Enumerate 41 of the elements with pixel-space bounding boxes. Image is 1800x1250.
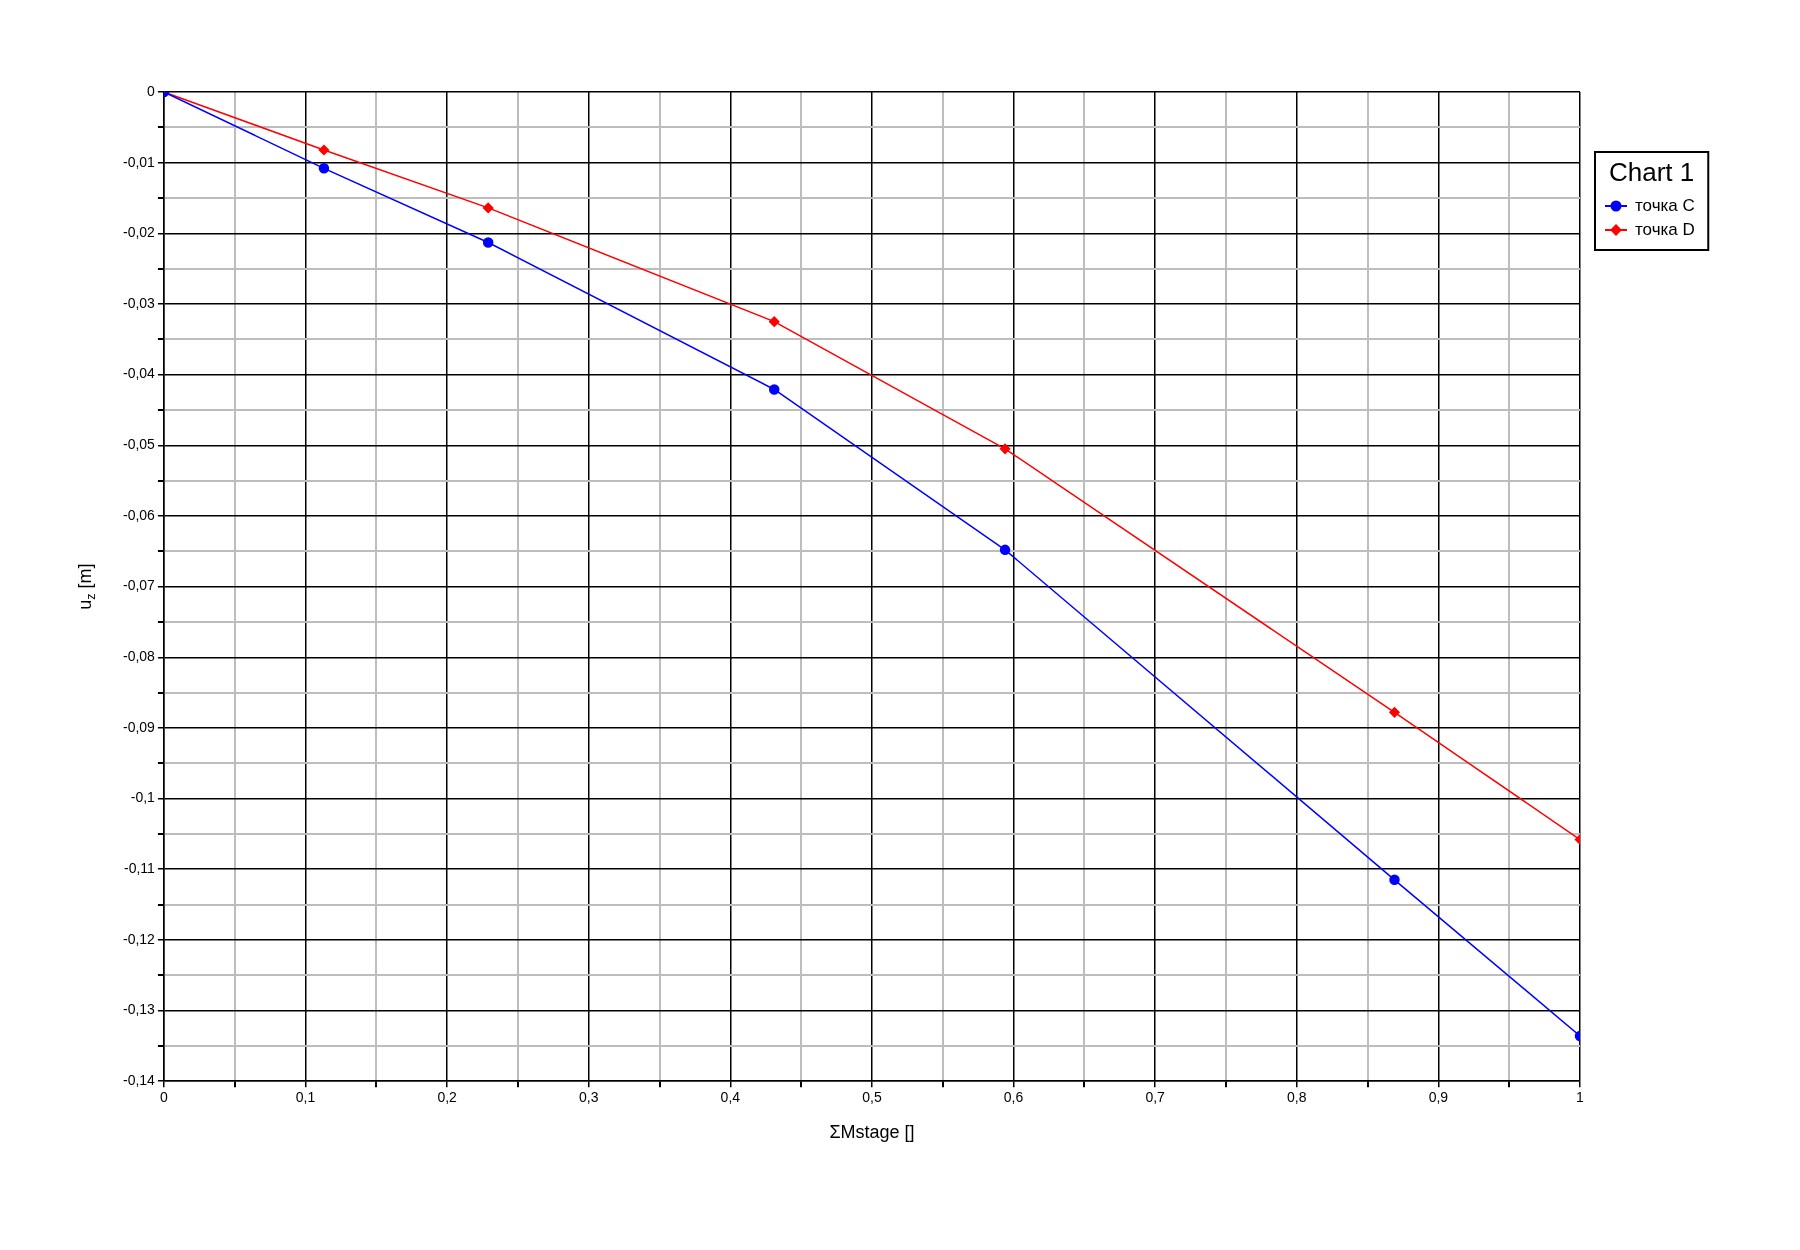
y-tick-label: -0,03 [122,294,156,311]
y-tick-label: -0,08 [122,648,156,665]
point [769,316,780,327]
legend-label: точка D [1635,219,1695,239]
x-tick-label: 0 [160,1089,169,1106]
x-tick-label: 0,8 [1287,1089,1307,1106]
y-tick-label: -0,12 [122,930,156,947]
x-tick-label: 0,3 [579,1089,599,1106]
point [1389,707,1400,718]
x-tick-label: 0,7 [1145,1089,1166,1106]
legend-title: Chart 1 [1609,157,1695,188]
y-tick-label: 0 [147,82,156,99]
point [1389,874,1400,886]
y-tick-label: -0,06 [122,506,156,523]
y-tick-label: -0,04 [122,365,156,382]
y-tick-label: -0,09 [122,718,156,735]
y-tick-label: -0,02 [122,224,156,241]
point [999,544,1011,556]
x-tick-label: 0,4 [720,1089,741,1106]
x-tick-label: 0,5 [862,1089,882,1106]
point [482,237,494,248]
y-tick-label: -0,07 [122,577,156,594]
y-tick-label: -0,05 [122,436,156,453]
y-tick-label: -0,1 [130,789,156,806]
point [999,443,1011,455]
point [482,202,494,214]
y-axis-title: uz [m] [74,563,98,610]
x-axis-title: ΣMstage [] [829,1122,915,1143]
y-tick-label: -0,14 [122,1072,156,1089]
x-tick-label: 0,6 [1003,1089,1024,1106]
point [769,384,780,395]
x-tick-label: 1 [1576,1089,1585,1106]
y-tick-label: -0,13 [122,1001,156,1018]
y-tick-label: -0,01 [122,153,156,170]
x-tick-label: 0,9 [1428,1089,1449,1106]
y-tick-label: -0,11 [124,860,156,877]
point [318,163,330,174]
point [318,144,330,156]
x-tick-label: 0,2 [437,1089,458,1106]
x-tick-label: 0,1 [295,1089,316,1106]
legend-label: точка C [1635,195,1695,215]
